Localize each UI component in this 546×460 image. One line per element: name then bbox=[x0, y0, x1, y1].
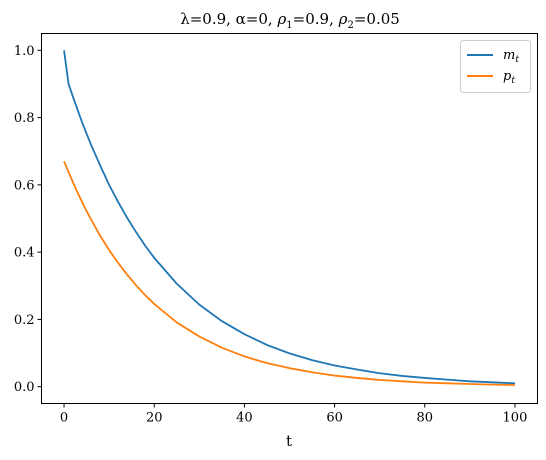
title-rho1-value: =0.9, bbox=[293, 10, 339, 28]
title-rho2-value: =0.05 bbox=[354, 10, 400, 28]
x-tick-label: 0 bbox=[60, 411, 68, 426]
chart-title: λ=0.9, α=0, ρ1=0.9, ρ2=0.05 bbox=[180, 10, 400, 31]
y-tick-label: 0.2 bbox=[14, 313, 35, 328]
series-line-p bbox=[63, 160, 515, 386]
y-tick-label: 0.8 bbox=[14, 111, 35, 126]
series-line-m bbox=[63, 50, 515, 385]
legend-box bbox=[460, 40, 531, 93]
title-rho1-subscript: 1 bbox=[286, 20, 292, 31]
legend-label-m-sub: t bbox=[515, 55, 519, 65]
y-tick-label: 0.0 bbox=[14, 380, 35, 395]
legend-label-p-base: p bbox=[503, 69, 512, 84]
title-alpha: α=0, bbox=[236, 10, 278, 28]
title-lambda: λ=0.9, bbox=[180, 10, 235, 28]
x-tick-label: 20 bbox=[146, 411, 163, 426]
title-rho1-symbol: ρ bbox=[276, 10, 286, 28]
legend: mt pt bbox=[460, 40, 531, 93]
y-tick-label: 1.0 bbox=[14, 44, 35, 59]
series-lines bbox=[63, 50, 515, 386]
x-tick-label: 60 bbox=[326, 411, 343, 426]
x-tick-label: 80 bbox=[416, 411, 433, 426]
title-rho2-subscript: 2 bbox=[347, 20, 353, 31]
x-tick-label: 100 bbox=[503, 411, 528, 426]
x-tick-label: 40 bbox=[236, 411, 253, 426]
legend-label-m: mt bbox=[503, 48, 519, 65]
legend-label-p-sub: t bbox=[511, 76, 515, 86]
legend-label-m-base: m bbox=[503, 48, 515, 63]
y-tick-label: 0.6 bbox=[14, 178, 35, 193]
axis-ticks: 0 20 40 60 80 100 0.0 0.2 0.4 0.6 0.8 1.0 bbox=[14, 44, 528, 426]
legend-label-p: pt bbox=[503, 69, 515, 86]
plot-frame bbox=[41, 33, 538, 404]
y-tick-label: 0.4 bbox=[14, 246, 35, 261]
title-rho2-symbol: ρ bbox=[338, 10, 348, 28]
x-axis-label: t bbox=[286, 432, 292, 450]
